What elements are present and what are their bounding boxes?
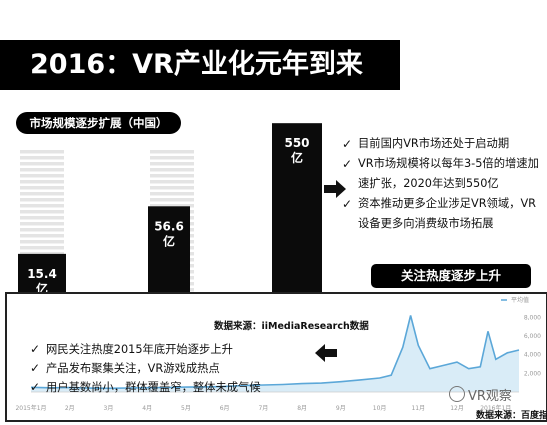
y-tick-label: 4,000 <box>524 352 541 359</box>
bar-bg-cell <box>150 162 194 166</box>
check-icon: ✓ <box>342 137 353 151</box>
x-tick-label: 3月 <box>104 405 114 412</box>
x-tick-label: 2016年1月 <box>480 404 511 412</box>
bar-2016年 <box>148 206 190 295</box>
x-tick-label: 10月 <box>373 405 387 412</box>
bar-bg-cell <box>20 252 64 256</box>
x-tick-label: 4月 <box>142 405 152 412</box>
bar-bg-cell <box>20 192 64 196</box>
bar-2020年 <box>272 123 322 296</box>
bar-bg-cell <box>150 168 194 172</box>
bar-bg-cell <box>150 150 194 154</box>
check-icon: ✓ <box>30 342 41 356</box>
bar-bg-cell <box>20 222 64 226</box>
x-tick-label: 2月 <box>65 405 75 412</box>
market-size-label: 市场规模逐步扩展（中国） <box>16 112 181 134</box>
watermark-text: VR观察 <box>468 389 512 404</box>
bar-bg-cell <box>150 198 194 202</box>
left-bullet-text: 产品发布聚集关注，VR游戏成热点 <box>46 362 220 375</box>
x-tick-label: 11月 <box>411 405 425 412</box>
right-bullet-text: 资本推动更多企业涉足VR领域，VR设备更多向消费级市场拓展 <box>358 197 537 230</box>
x-tick-label: 9月 <box>336 405 346 412</box>
bar-bg-cell <box>20 240 64 244</box>
bar-bg-cell <box>150 156 194 160</box>
x-tick-label: 8月 <box>297 405 307 412</box>
check-icon: ✓ <box>30 361 41 375</box>
bar-bg-cell <box>150 180 194 184</box>
right-bullet-text: 目前国内VR市场还处于启动期 <box>358 137 510 150</box>
market-source-note: 数据来源：iiMediaResearch数据 <box>214 321 369 332</box>
right-bullet: ✓ VR市场规模将以每年3-5倍的增速加速扩张，2020年达到550亿 <box>342 154 547 194</box>
check-icon: ✓ <box>342 197 353 211</box>
arrow-right-icon <box>324 180 346 198</box>
x-tick-label: 6月 <box>220 405 230 412</box>
left-bullet-text: 网民关注热度2015年底开始逐步上升 <box>46 343 233 356</box>
bar-bg-cell <box>150 186 194 190</box>
bar-bg-cell <box>20 204 64 208</box>
page-title: 2016：VR产业化元年到来 <box>30 49 363 80</box>
bar-bg-cell <box>20 198 64 202</box>
left-bullet-list: ✓ 网民关注热度2015年底开始逐步上升 ✓ 产品发布聚集关注，VR游戏成热点 ✓ 用户基… <box>30 340 330 397</box>
y-tick-label: 6,000 <box>524 333 541 340</box>
left-bullet: ✓ 产品发布聚集关注，VR游戏成热点 <box>30 359 330 378</box>
baidu-index-chart: 2015年1月 2月 3月 4月 5月 6月 7月 8月 9月 10月 11月 12月 2016年1月 8… <box>15 296 541 412</box>
right-bullet: ✓ 目前国内VR市场还处于启动期 <box>342 134 547 154</box>
bar-bg-cell <box>20 180 64 184</box>
bar-bg-cell <box>20 246 64 250</box>
bar-bg-cell <box>150 204 194 208</box>
left-bullet-text: 用户基数尚小，群体覆盖窄，整体未成气候 <box>46 381 261 394</box>
right-bullet-list: ✓ 目前国内VR市场还处于启动期 ✓ VR市场规模将以每年3-5倍的增速加速扩张，20… <box>342 134 547 234</box>
bar-bg-cell <box>150 192 194 196</box>
index-source-note: 数据来源：百度指数 <box>476 411 547 421</box>
bar-bg-cell <box>150 174 194 178</box>
bar-bg-cell <box>20 228 64 232</box>
check-icon: ✓ <box>342 157 353 171</box>
bar-2015年 <box>18 253 66 295</box>
bar-bg-cell <box>20 162 64 166</box>
bar-bg-cell <box>20 156 64 160</box>
bar-bg-cell <box>20 210 64 214</box>
check-icon: ✓ <box>30 380 41 394</box>
heat-rising-label: 关注热度逐步上升 <box>371 264 531 288</box>
index-line <box>30 315 520 390</box>
x-tick-label: 2015年1月 <box>15 404 46 412</box>
bar-value-label: 550 亿 <box>284 136 309 165</box>
title-banner <box>0 40 400 90</box>
y-tick-label: 2,000 <box>524 370 541 377</box>
bar-value-label: 56.6 亿 <box>154 219 184 248</box>
left-bullet: ✓ 用户基数尚小，群体覆盖窄，整体未成气候 <box>30 378 330 397</box>
wechat-logo-icon <box>449 386 465 402</box>
right-bullet-text: VR市场规模将以每年3-5倍的增速加速扩张，2020年达到550亿 <box>358 157 539 190</box>
index-area <box>31 315 519 392</box>
right-bullet: ✓ 资本推动更多企业涉足VR领域，VR设备更多向消费级市场拓展 <box>342 194 547 234</box>
left-bullet: ✓ 网民关注热度2015年底开始逐步上升 <box>30 340 330 359</box>
legend-label: 平均值 <box>511 296 529 304</box>
y-tick-label: 8,000 <box>524 314 541 321</box>
watermark: VR观察 <box>449 385 512 404</box>
arrow-left-icon <box>315 344 337 362</box>
bar-bg-cell <box>20 150 64 154</box>
bar-bg-cell <box>20 216 64 220</box>
market-bar-chart: 15.4亿2015年56.6亿2016年550亿2020年 <box>14 123 325 319</box>
bar-bg-cell <box>20 234 64 238</box>
bar-bg-cell <box>20 186 64 190</box>
x-tick-label: 5月 <box>181 405 191 412</box>
bar-bg-cell <box>20 168 64 172</box>
x-tick-label: 12月 <box>450 405 464 412</box>
x-tick-label: 7月 <box>258 405 268 412</box>
bar-bg-cell <box>20 174 64 178</box>
